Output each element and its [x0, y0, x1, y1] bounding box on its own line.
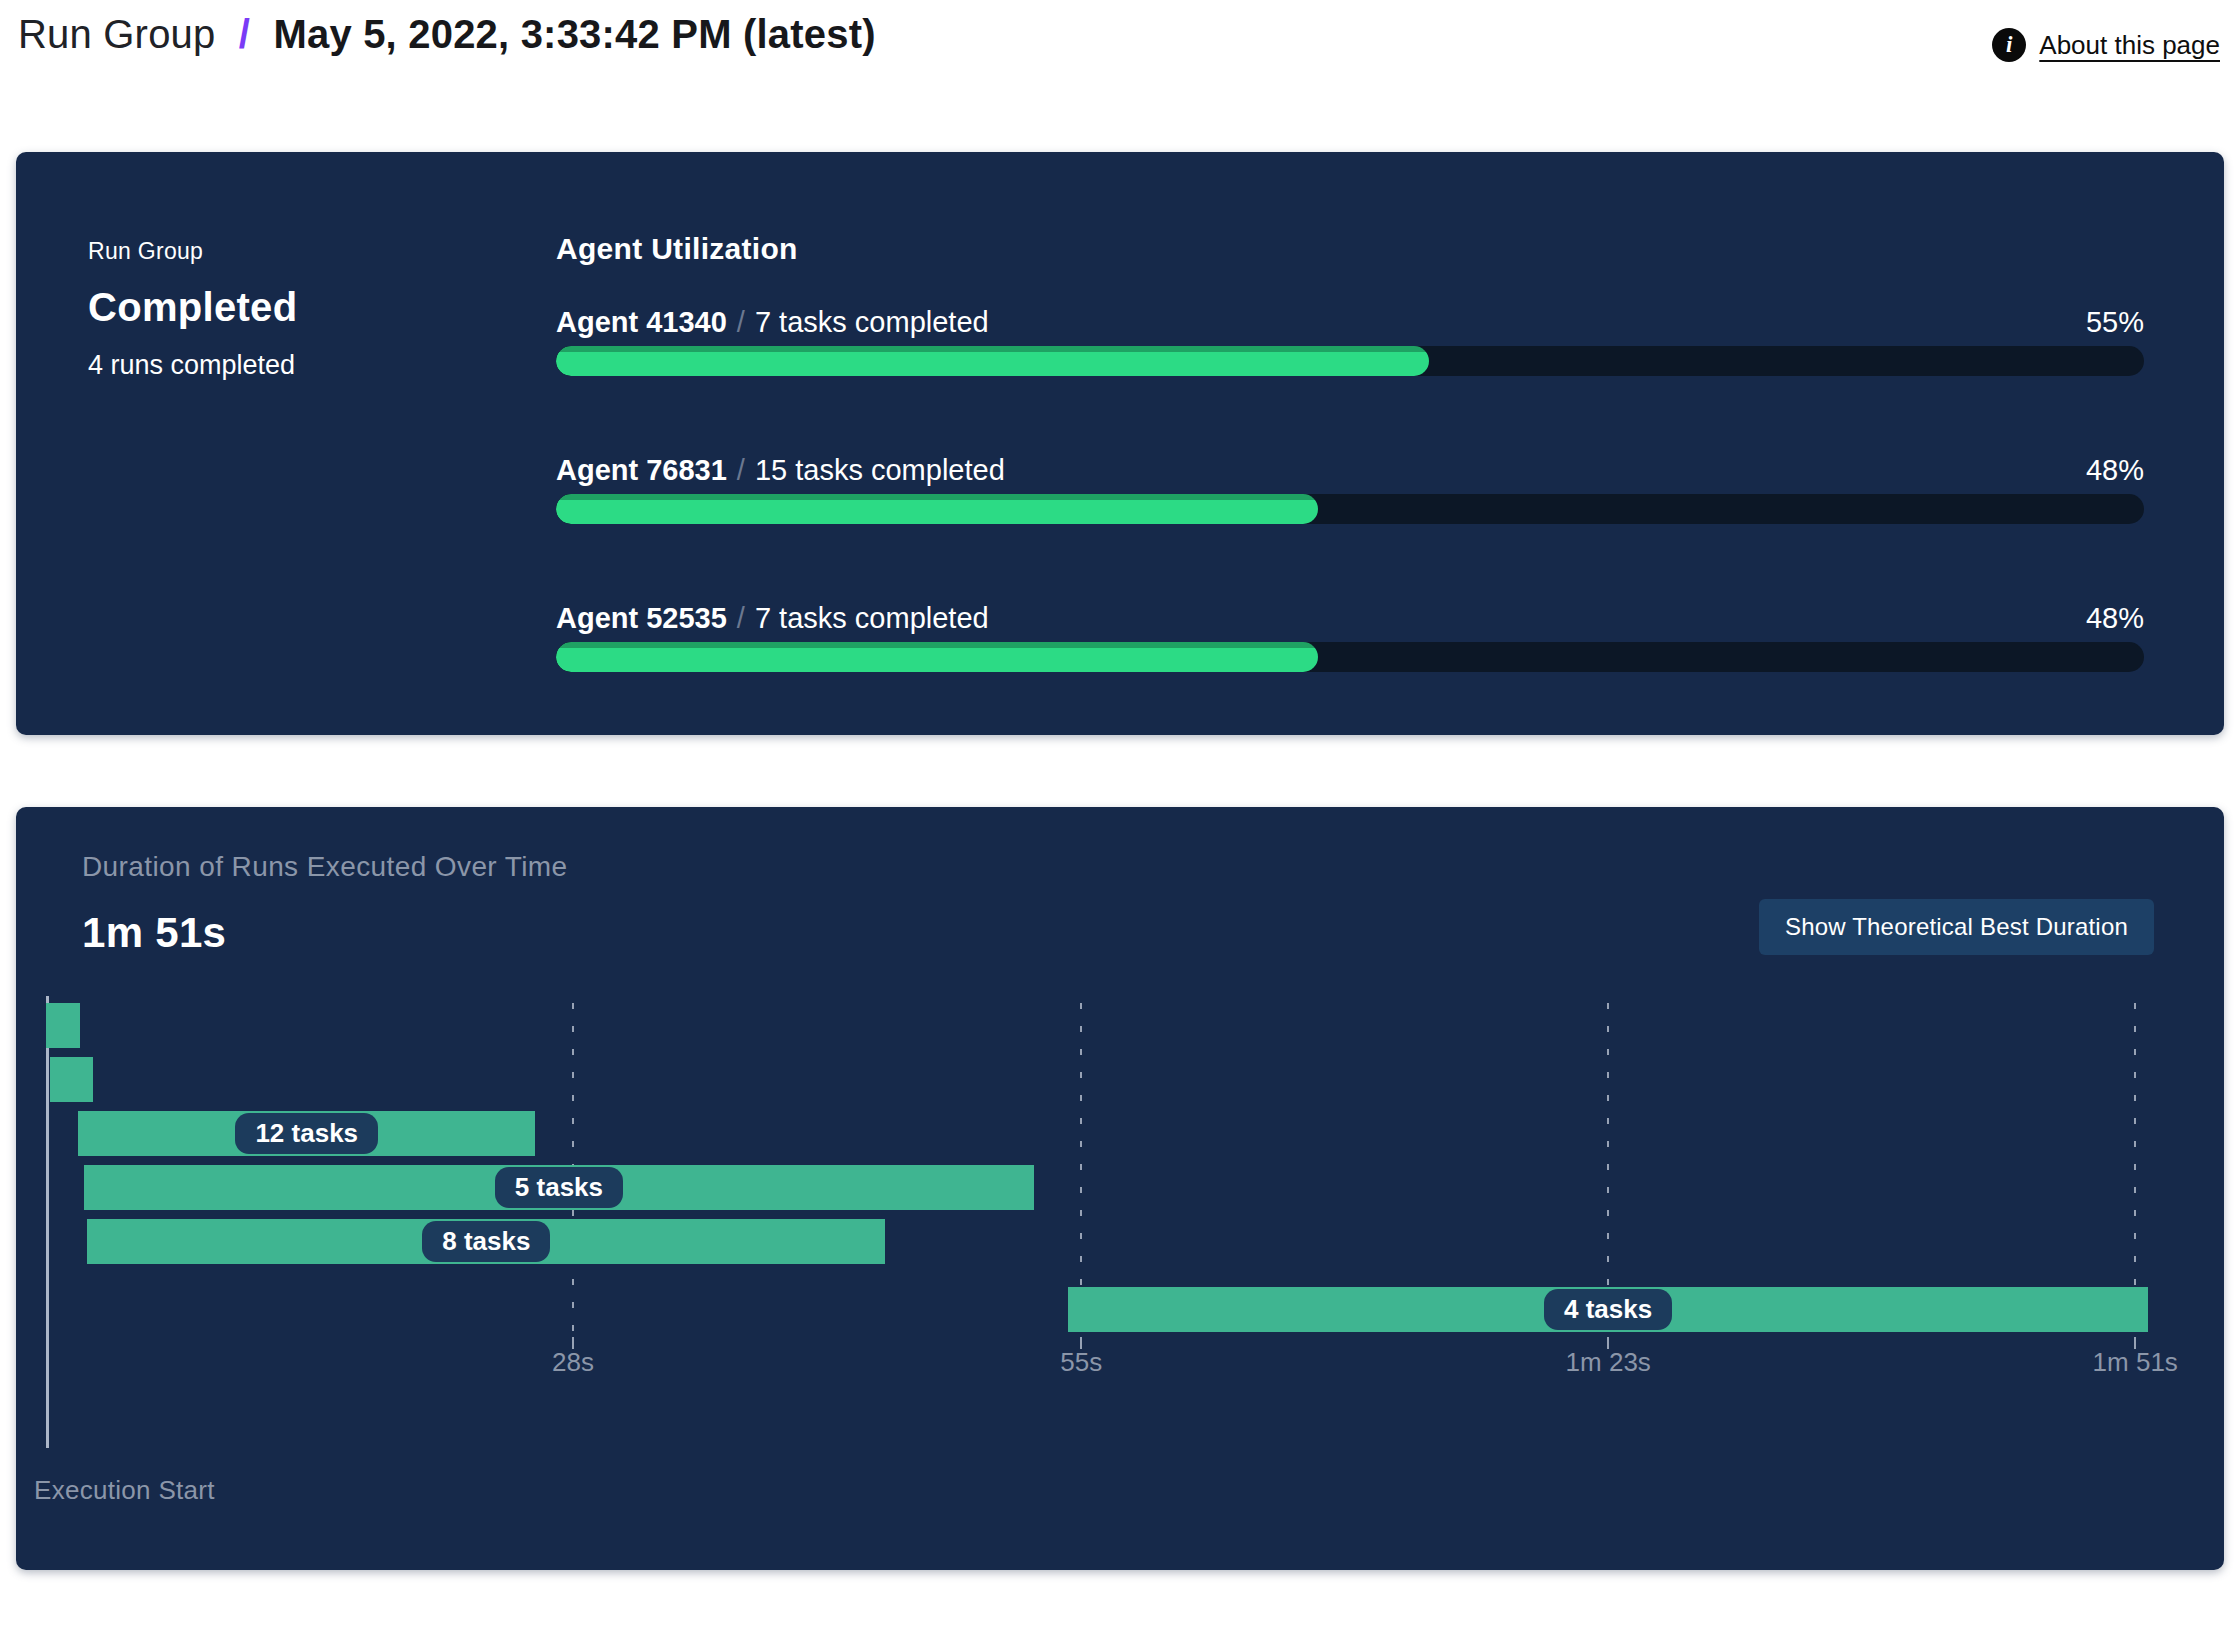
agent-tasks-completed: 7 tasks completed: [755, 602, 989, 634]
duration-header: 1m 51s Show Theoretical Best Duration: [82, 883, 2154, 957]
agent-utilization-panel: Agent Utilization Agent 41340 / 7 tasks co…: [556, 216, 2144, 735]
breadcrumb: Run Group / May 5, 2022, 3:33:42 PM (lat…: [18, 12, 876, 57]
agent-utilization-track: [556, 642, 2144, 672]
agent-utilization-percent: 55%: [2086, 306, 2144, 339]
duration-card: Duration of Runs Executed Over Time 1m 5…: [16, 807, 2224, 1570]
agent-name: Agent 41340: [556, 306, 727, 338]
gantt-row: [46, 1003, 2154, 1048]
agent-label: Agent 41340 / 7 tasks completed: [556, 306, 989, 339]
about-this-page-label: About this page: [2039, 30, 2220, 61]
agent-name: Agent 76831: [556, 454, 727, 486]
page-header: Run Group / May 5, 2022, 3:33:42 PM (lat…: [0, 0, 2240, 62]
agent-label-separator: /: [737, 602, 745, 634]
run-group-status-panel: Run Group Completed 4 runs completed: [88, 216, 556, 735]
gantt-row: 5 tasks: [46, 1165, 2154, 1210]
gantt-chart: 12 tasks 5 tasks 8 tasks 4 tasks 28s 55s 1m 2…: [46, 1003, 2154, 1523]
agent-tasks-completed: 7 tasks completed: [755, 306, 989, 338]
agent-utilization-title: Agent Utilization: [556, 232, 2144, 266]
run-duration-bar[interactable]: 8 tasks: [87, 1219, 885, 1264]
breadcrumb-separator: /: [239, 12, 250, 56]
show-theoretical-best-duration-button[interactable]: Show Theoretical Best Duration: [1759, 899, 2154, 955]
total-duration-value: 1m 51s: [82, 909, 226, 957]
about-this-page-link[interactable]: i About this page: [1992, 28, 2220, 62]
agent-label-separator: /: [737, 454, 745, 486]
agent-name: Agent 52535: [556, 602, 727, 634]
agent-utilization-row: Agent 76831 / 15 tasks completed 48%: [556, 454, 2144, 524]
agent-row-header: Agent 52535 / 7 tasks completed 48%: [556, 602, 2144, 635]
duration-chart-title: Duration of Runs Executed Over Time: [82, 851, 2154, 883]
agent-label: Agent 76831 / 15 tasks completed: [556, 454, 1005, 487]
run-duration-bar[interactable]: [50, 1057, 93, 1102]
gantt-axis-tick-label: 1m 23s: [1566, 1347, 1651, 1378]
agent-utilization-track: [556, 346, 2144, 376]
agent-utilization-row: Agent 41340 / 7 tasks completed 55%: [556, 306, 2144, 376]
agent-utilization-fill: [556, 494, 1318, 524]
runs-completed-count: 4 runs completed: [88, 350, 556, 381]
run-group-summary-card: Run Group Completed 4 runs completed Age…: [16, 152, 2224, 735]
run-group-status: Completed: [88, 285, 556, 330]
agent-utilization-track: [556, 494, 2144, 524]
breadcrumb-run-group[interactable]: Run Group: [18, 12, 215, 56]
run-duration-bar[interactable]: 4 tasks: [1068, 1287, 2148, 1332]
gantt-axis-tick-label: 1m 51s: [2093, 1347, 2178, 1378]
page-title: May 5, 2022, 3:33:42 PM (latest): [273, 12, 875, 56]
gantt-rows: 12 tasks 5 tasks 8 tasks 4 tasks: [46, 1003, 2154, 1332]
agent-utilization-percent: 48%: [2086, 454, 2144, 487]
agent-tasks-completed: 15 tasks completed: [755, 454, 1005, 486]
agent-utilization-fill: [556, 642, 1318, 672]
run-duration-bar[interactable]: 12 tasks: [78, 1111, 535, 1156]
run-duration-bar[interactable]: [46, 1003, 80, 1048]
gantt-row: 8 tasks: [46, 1219, 2154, 1264]
execution-start-label: Execution Start: [34, 1475, 215, 1506]
task-count-pill: 4 tasks: [1544, 1289, 1672, 1330]
task-count-pill: 12 tasks: [235, 1113, 378, 1154]
agent-utilization-row: Agent 52535 / 7 tasks completed 48%: [556, 602, 2144, 672]
run-group-label: Run Group: [88, 238, 556, 265]
task-count-pill: 5 tasks: [495, 1167, 623, 1208]
gantt-axis-tick-label: 28s: [552, 1347, 594, 1378]
agent-rows: Agent 41340 / 7 tasks completed 55% Agent 76…: [556, 306, 2144, 672]
gantt-row: [46, 1057, 2154, 1102]
task-count-pill: 8 tasks: [422, 1221, 550, 1262]
agent-row-header: Agent 76831 / 15 tasks completed 48%: [556, 454, 2144, 487]
gantt-row: 4 tasks: [46, 1287, 2154, 1332]
gantt-axis-tick-label: 55s: [1060, 1347, 1102, 1378]
agent-utilization-percent: 48%: [2086, 602, 2144, 635]
agent-row-header: Agent 41340 / 7 tasks completed 55%: [556, 306, 2144, 339]
agent-label: Agent 52535 / 7 tasks completed: [556, 602, 989, 635]
agent-label-separator: /: [737, 306, 745, 338]
info-icon: i: [1992, 28, 2026, 62]
run-duration-bar[interactable]: 5 tasks: [84, 1165, 1034, 1210]
agent-utilization-fill: [556, 346, 1429, 376]
gantt-row: 12 tasks: [46, 1111, 2154, 1156]
